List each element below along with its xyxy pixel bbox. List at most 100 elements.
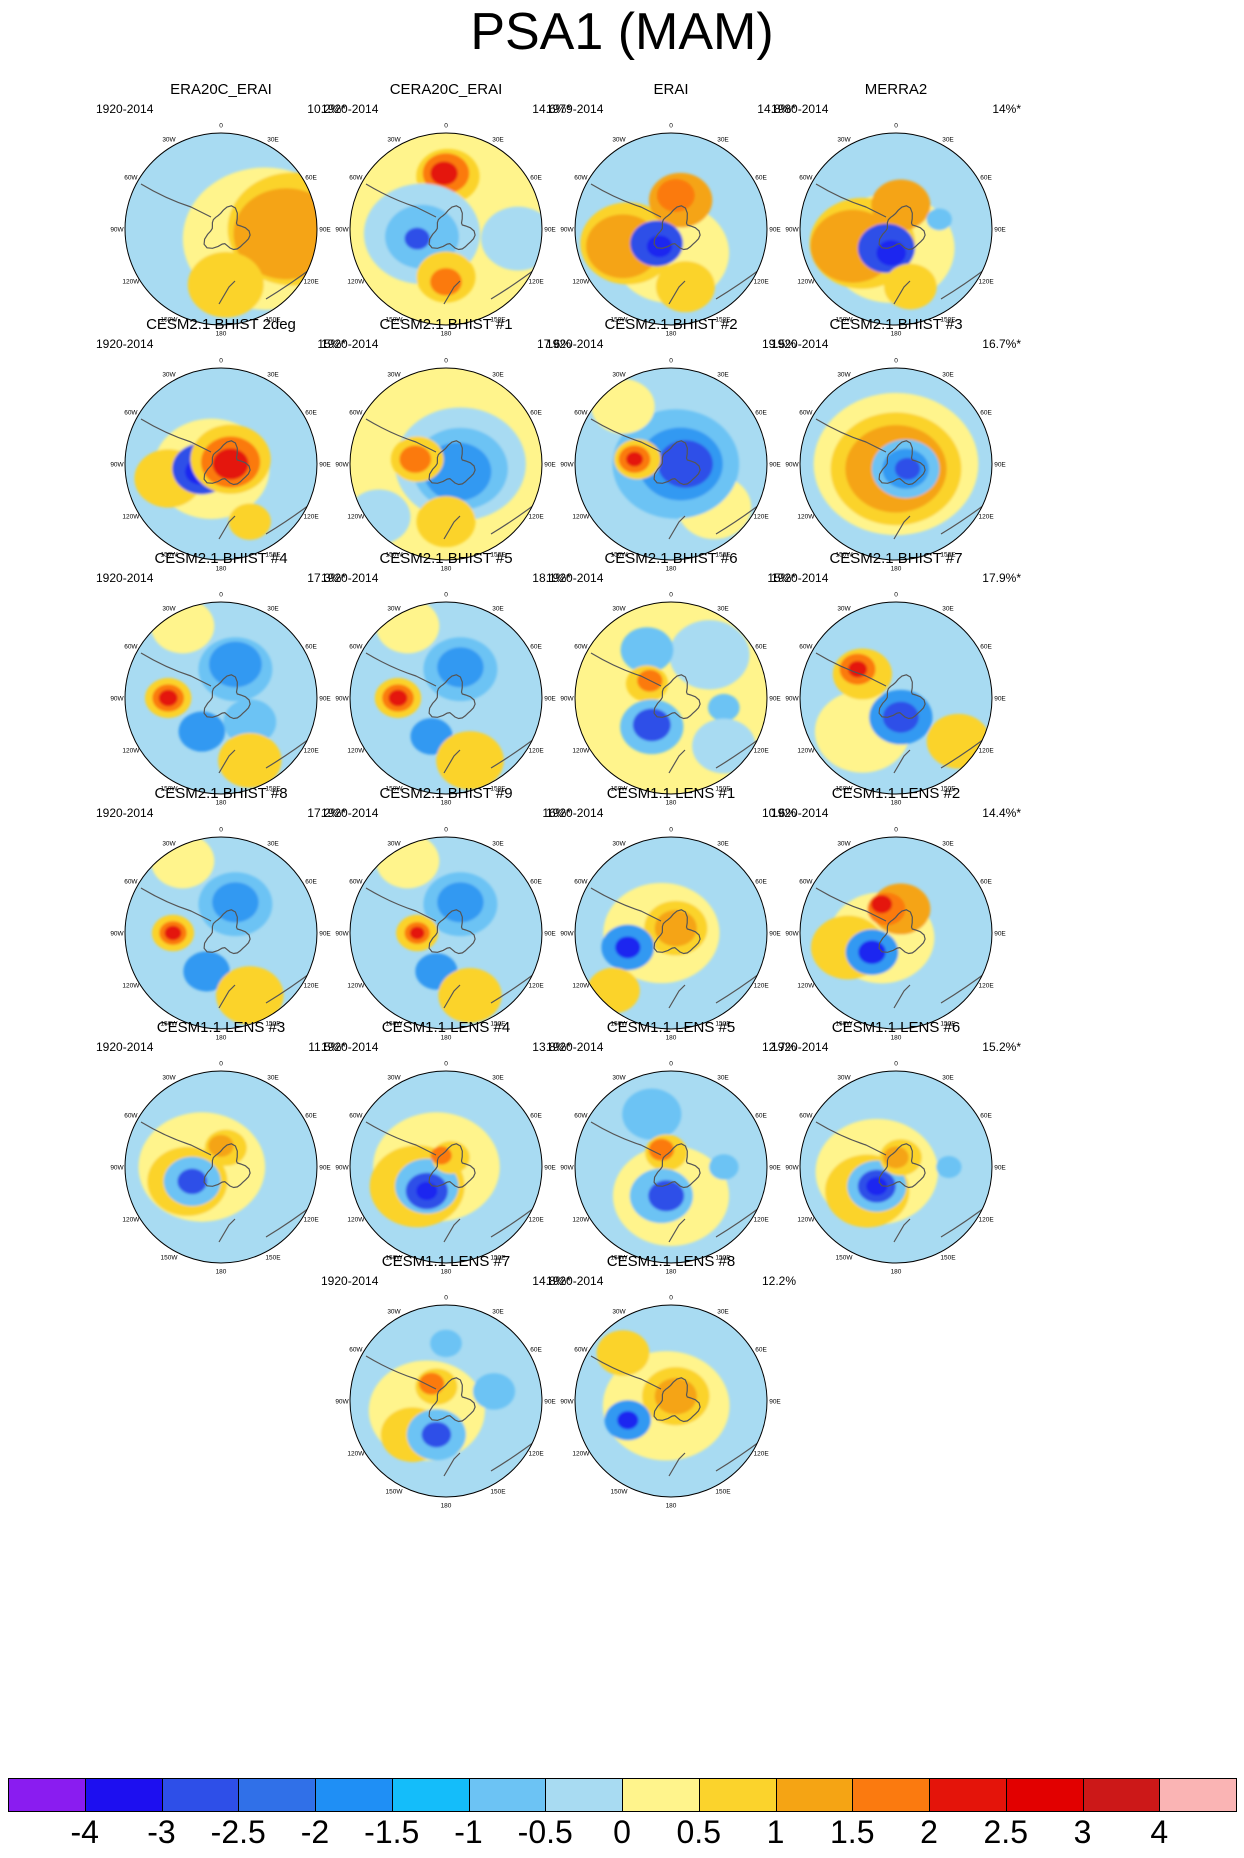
south-america-coastline	[365, 887, 437, 922]
anomaly-contour	[421, 1421, 452, 1448]
anomaly-contour	[620, 627, 674, 673]
longitude-label: 60W	[574, 410, 588, 417]
anomaly-contour	[646, 235, 673, 258]
south-america-coastline	[590, 652, 662, 687]
longitude-label: 150W	[386, 317, 404, 324]
longitude-label: 30E	[267, 605, 279, 612]
longitude-label: 120W	[572, 514, 590, 521]
polar-map: 0 30E 60E 90E 120E 150E 180 150W 120W 90W 60W 30W	[785, 827, 1006, 1042]
map-panel: CESM1.1 LENS #1 1920-2014 10.6% 0 30E 60E 90E 1…	[540, 785, 802, 1057]
anomaly-contour	[692, 718, 756, 774]
colorbar	[8, 1778, 1237, 1814]
antarctica-coastline	[653, 674, 701, 720]
new-zealand-coastline	[218, 1218, 236, 1243]
anomaly-contour	[669, 620, 750, 690]
longitude-label: 120W	[572, 1217, 590, 1224]
longitude-label: 90E	[544, 1165, 556, 1172]
anomaly-contour	[388, 689, 408, 707]
longitude-label: 90E	[544, 1399, 556, 1406]
anomaly-contour	[883, 1146, 909, 1169]
longitude-label: 0	[894, 592, 898, 599]
longitude-label: 90W	[560, 1165, 574, 1172]
map-panel: CERA20C_ERAI 1920-2014 14.6%* 0 30E 60E 90E 120…	[315, 81, 577, 353]
longitude-label: 120E	[529, 279, 545, 286]
longitude-label: 30W	[387, 371, 401, 378]
longitude-label: 60E	[530, 879, 542, 886]
longitude-label: 90E	[994, 227, 1006, 234]
longitude-label: 180	[891, 1269, 902, 1276]
longitude-label: 120W	[347, 1451, 365, 1458]
map-border	[124, 367, 318, 561]
panel-variance-percent: 15%*	[317, 337, 346, 351]
anomaly-contour	[884, 263, 937, 310]
map-border	[799, 1070, 993, 1264]
map-panel: CESM2.1 BHIST 2deg 1920-2014 15%* 0 30E 60E 90…	[90, 316, 352, 588]
longitude-label: 30E	[942, 1074, 954, 1081]
colorbar-swatch	[1005, 1778, 1084, 1812]
longitude-label: 60E	[980, 175, 992, 182]
longitude-label: 150E	[490, 317, 506, 324]
longitude-label: 60E	[980, 410, 992, 417]
polar-map: 0 30E 60E 90E 120E 150E 180 150W 120W 90W 60W 30W	[335, 358, 556, 573]
longitude-label: 150W	[611, 1489, 629, 1496]
polar-map: 0 30E 60E 90E 120E 150E 180 150W 120W 90W 60W 30W	[560, 358, 781, 573]
colorbar-tick-label: 1.5	[830, 1814, 875, 1850]
anomaly-contour	[709, 1154, 739, 1180]
panel-variance-percent: 14%*	[992, 102, 1021, 116]
longitude-label: 120W	[572, 748, 590, 755]
longitude-label: 90W	[335, 227, 349, 234]
antarctica-coastline	[203, 205, 251, 251]
longitude-label: 0	[219, 827, 223, 834]
longitude-label: 60W	[574, 175, 588, 182]
panel-period: 1920-2014	[546, 1274, 604, 1288]
longitude-label: 90E	[544, 931, 556, 938]
longitude-label: 150W	[161, 552, 179, 559]
longitude-label: 30W	[837, 1074, 851, 1081]
panel-period: 1920-2014	[771, 1040, 829, 1054]
longitude-label: 150W	[611, 552, 629, 559]
longitude-label: 150W	[161, 317, 179, 324]
panel-title: CESM1.1 LENS #6	[831, 1019, 961, 1036]
anomaly-contour	[399, 445, 432, 473]
anomaly-contour	[655, 261, 715, 313]
south-america-coastline	[365, 1355, 437, 1390]
longitude-label: 60W	[124, 410, 138, 417]
longitude-label: 90W	[110, 227, 124, 234]
polar-map: 0 30E 60E 90E 120E 150E 180 150W 120W 90W 60W 30W	[335, 592, 556, 807]
longitude-label: 30W	[162, 1074, 176, 1081]
longitude-label: 30W	[612, 605, 626, 612]
colorbar-tick-label: -2	[300, 1814, 330, 1850]
panel-variance-percent: 10.2%*	[307, 102, 346, 116]
antarctica-coastline	[428, 674, 476, 720]
map-border	[799, 367, 993, 561]
longitude-label: 0	[669, 1295, 673, 1302]
longitude-label: 30E	[492, 1074, 504, 1081]
longitude-label: 150W	[836, 1255, 854, 1262]
antarctica-coastline	[653, 1143, 701, 1189]
longitude-label: 60W	[124, 1113, 138, 1120]
panel-title: CESM1.1 LENS #2	[831, 785, 961, 802]
anomaly-contour	[183, 951, 230, 992]
longitude-label: 60W	[349, 1113, 363, 1120]
longitude-label: 120E	[529, 983, 545, 990]
map-border	[574, 1070, 768, 1264]
south-america-coastline	[365, 1121, 437, 1156]
polar-map: 0 30E 60E 90E 120E 150E 180 150W 120W 90W 60W 30W	[110, 592, 331, 807]
longitude-label: 30W	[612, 371, 626, 378]
map-panel: CESM1.1 LENS #2 1920-2014 14.4%* 0 30E 60E 90E…	[765, 785, 1027, 1057]
longitude-label: 120W	[347, 748, 365, 755]
longitude-label: 150E	[715, 552, 731, 559]
colorbar-tick-label: -3	[147, 1814, 176, 1850]
new-zealand-coastline	[668, 749, 686, 774]
longitude-label: 60E	[305, 410, 317, 417]
longitude-label: 120W	[797, 983, 815, 990]
map-border	[124, 1070, 318, 1264]
anomaly-contour	[591, 379, 655, 434]
antarctica-coastline	[203, 440, 251, 486]
panel-period: 1920-2014	[96, 1040, 154, 1054]
longitude-label: 90W	[335, 931, 349, 938]
longitude-label: 120E	[979, 279, 995, 286]
panel-period: 1920-2014	[546, 337, 604, 351]
map-border	[574, 1304, 768, 1498]
panel-variance-percent: 19.5%	[761, 337, 796, 351]
